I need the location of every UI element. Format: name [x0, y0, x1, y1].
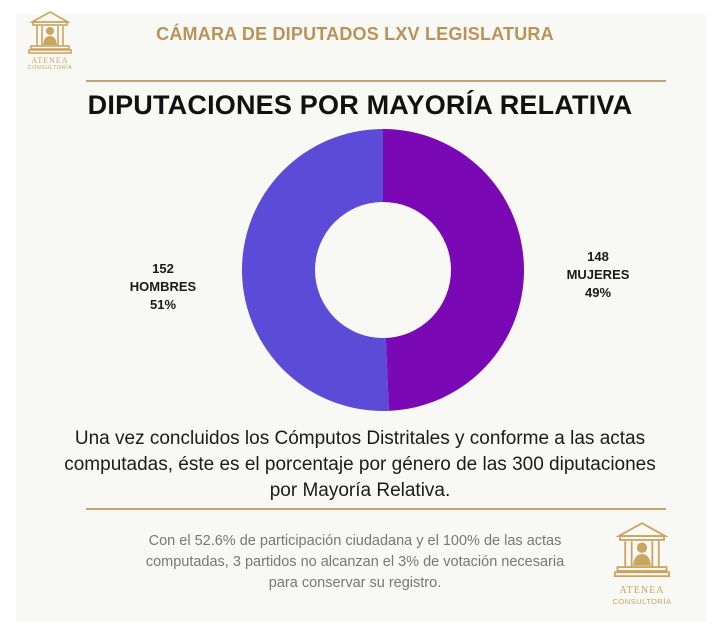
temple-icon — [28, 11, 72, 54]
logo-subtitle: CONSULTORÍA — [612, 597, 672, 606]
footer-divider — [86, 508, 666, 510]
atenea-logo-large: ATENEA CONSULTORÍA — [598, 518, 686, 614]
donut-hole — [315, 202, 451, 338]
slice-label-mujeres: 148 MUJERES 49% — [553, 248, 643, 302]
temple-icon — [613, 522, 671, 578]
description-text: Una vez concluidos los Cómputos Distrita… — [64, 428, 656, 501]
mujeres-label: MUJERES — [566, 267, 630, 282]
chart-title: DIPUTACIONES POR MAYORÍA RELATIVA — [87, 90, 633, 120]
logo-wordmark: ATENEA — [31, 56, 69, 65]
hombres-label: HOMBRES — [129, 279, 197, 294]
slice-label-hombres: 152 HOMBRES 51% — [118, 260, 208, 314]
logo-wordmark: ATENEA — [619, 585, 665, 596]
mujeres-count: 148 — [587, 249, 609, 264]
hombres-count: 152 — [152, 261, 174, 276]
hombres-percent: 51% — [149, 297, 177, 312]
footnote-text: Con el 52.6% de participación ciudadana … — [145, 533, 565, 591]
header-title: CÁMARA DE DIPUTADOS LXV LEGISLATURA — [156, 24, 554, 44]
logo-subtitle: CONSULTORÍA — [27, 65, 73, 71]
donut-slice-mujeres — [383, 129, 524, 411]
mujeres-percent: 49% — [584, 285, 612, 300]
header-divider — [86, 80, 666, 82]
atenea-logo-small: ATENEA CONSULTORÍA — [18, 8, 82, 80]
